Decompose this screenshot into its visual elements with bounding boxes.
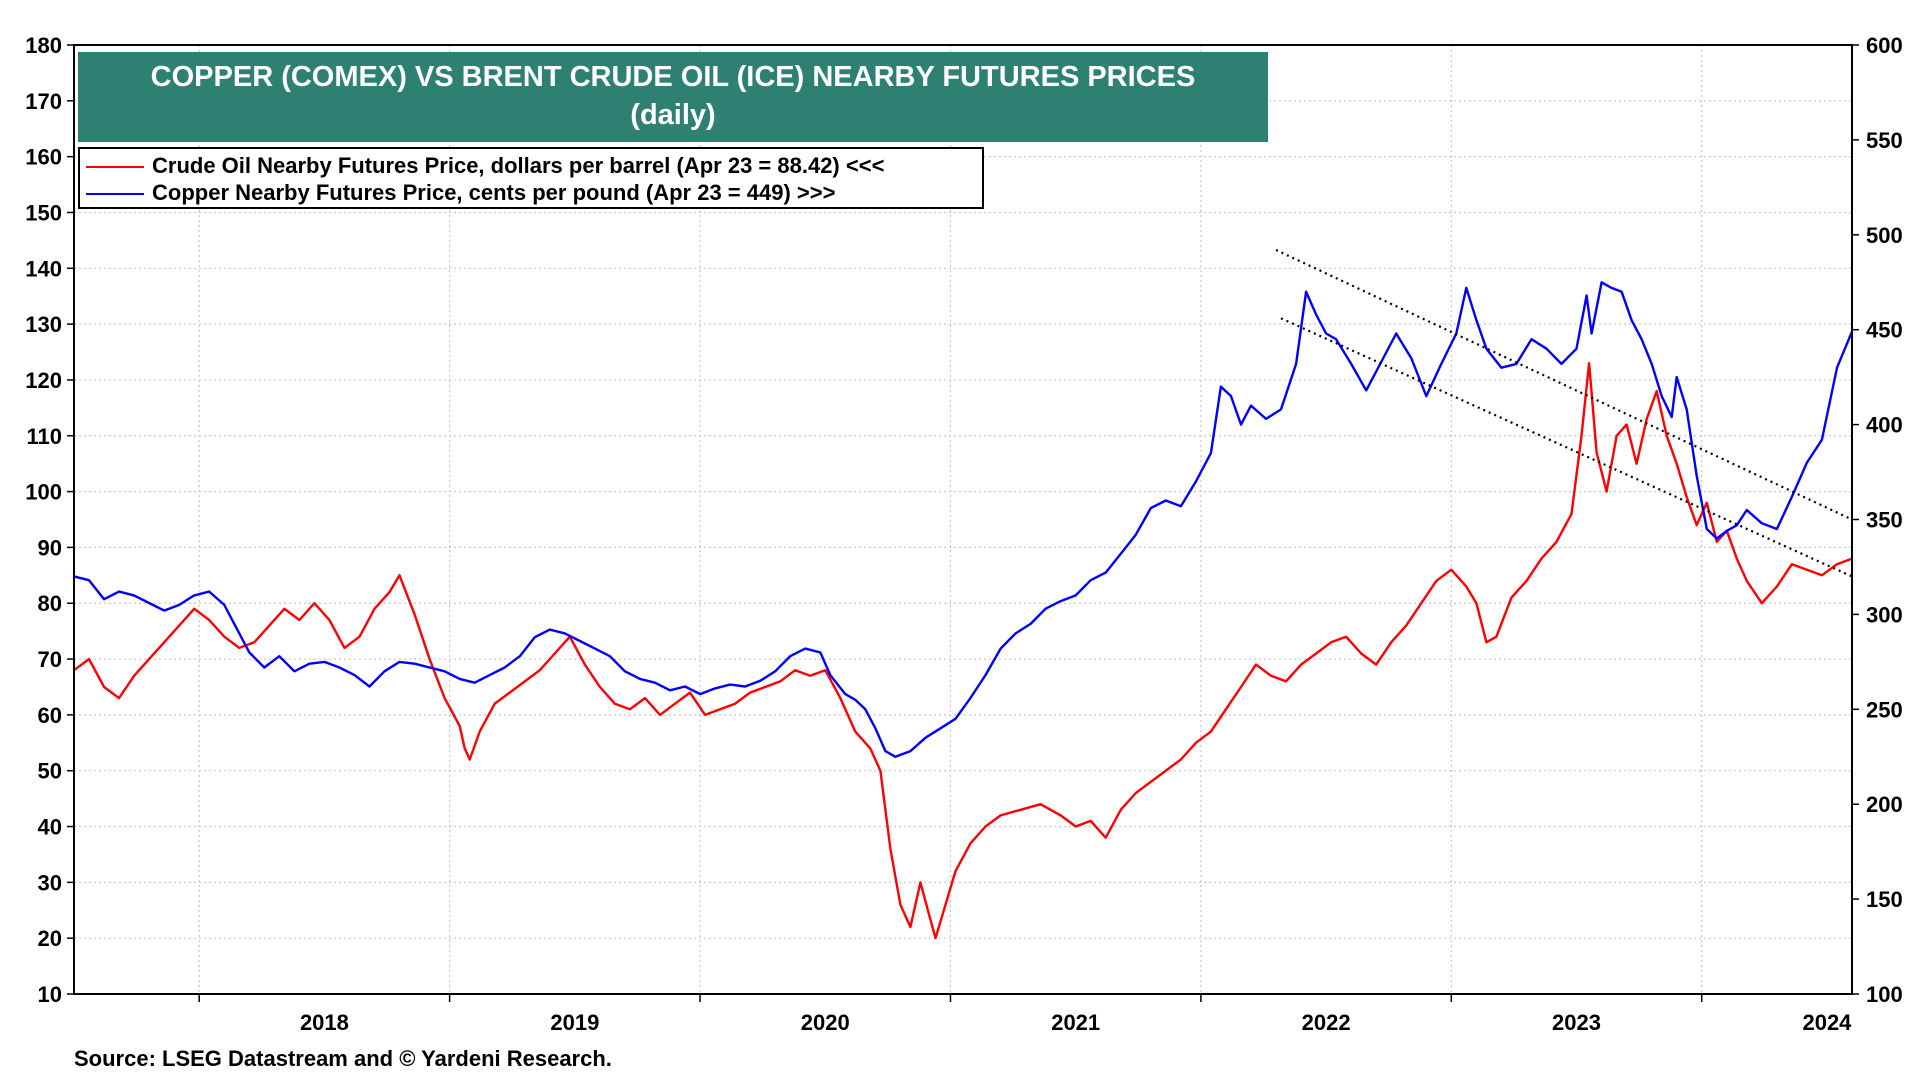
- y-left-tick-label: 70: [38, 647, 62, 672]
- legend-item-crude: Crude Oil Nearby Futures Price, dollars …: [86, 152, 884, 180]
- y-right-tick-label: 200: [1866, 792, 1903, 817]
- y-left-tick-label: 170: [25, 89, 62, 114]
- x-tick-label: 2018: [300, 1010, 349, 1035]
- plot-frame: [73, 44, 1853, 995]
- y-right-tick-label: 500: [1866, 223, 1903, 248]
- legend: Crude Oil Nearby Futures Price, dollars …: [78, 147, 984, 209]
- y-left-tick-label: 80: [38, 591, 62, 616]
- y-right-tick-label: 400: [1866, 413, 1903, 438]
- y-left-tick-label: 150: [25, 200, 62, 225]
- y-right-tick-label: 250: [1866, 697, 1903, 722]
- source-note: Source: LSEG Datastream and © Yardeni Re…: [74, 1046, 612, 1071]
- axes: 10 20 30 40 50 60 70 80 90 100 110 120 130 140 150 160 1…: [25, 33, 1902, 1035]
- y-right-tick-label: 550: [1866, 128, 1903, 153]
- y-right-tick-label: 300: [1866, 602, 1903, 627]
- y-left-tick-label: 110: [27, 424, 63, 449]
- legend-item-copper: Copper Nearby Futures Price, cents per p…: [86, 179, 835, 207]
- y-left-tick-label: 160: [25, 145, 62, 170]
- y-left-tick-label: 20: [38, 926, 62, 951]
- y-left-tick-label: 180: [25, 33, 62, 58]
- x-tick-label: 2022: [1302, 1010, 1351, 1035]
- y-right-tick-label: 350: [1866, 508, 1903, 533]
- legend-swatch-copper: [86, 193, 144, 196]
- crude-oil-line: [73, 362, 1853, 940]
- trendline-2: [1280, 317, 1853, 578]
- y-left-tick-label: 120: [25, 368, 62, 393]
- y-left-tick-label: 10: [38, 982, 62, 1007]
- legend-swatch-crude: [86, 166, 144, 169]
- chart-title: COPPER (COMEX) VS BRENT CRUDE OIL (ICE) …: [150, 61, 1196, 93]
- y-left-tick-label: 100: [25, 480, 62, 505]
- y-left-tick-label: 50: [38, 759, 62, 784]
- y-right-tick-label: 600: [1866, 33, 1903, 58]
- y-left-tick-label: 90: [38, 535, 62, 560]
- y-right-tick-label: 450: [1866, 318, 1903, 343]
- y-right-tick-label: 100: [1866, 982, 1903, 1007]
- legend-label-crude: Crude Oil Nearby Futures Price, dollars …: [152, 153, 885, 178]
- y-left-tick-label: 130: [25, 312, 62, 337]
- series-layer: [73, 248, 1854, 940]
- y-right-tick-label: 150: [1866, 887, 1903, 912]
- x-tick-label: 2021: [1051, 1010, 1100, 1035]
- x-tick-label: 2020: [801, 1010, 850, 1035]
- copper-line: [73, 281, 1854, 758]
- x-tick-label: 2019: [550, 1010, 599, 1035]
- chart-subtitle: (daily): [630, 99, 716, 131]
- y-left-tick-label: 40: [38, 815, 62, 840]
- x-tick-label: 2024: [1802, 1010, 1852, 1035]
- x-tick-label: 2023: [1552, 1010, 1601, 1035]
- y-left-tick-label: 60: [38, 703, 62, 728]
- chart-title-box: COPPER (COMEX) VS BRENT CRUDE OIL (ICE) …: [78, 52, 1268, 142]
- trendline-1: [1275, 248, 1853, 521]
- y-left-tick-label: 140: [25, 256, 62, 281]
- y-left-tick-label: 30: [38, 870, 62, 895]
- legend-label-copper: Copper Nearby Futures Price, cents per p…: [152, 180, 836, 205]
